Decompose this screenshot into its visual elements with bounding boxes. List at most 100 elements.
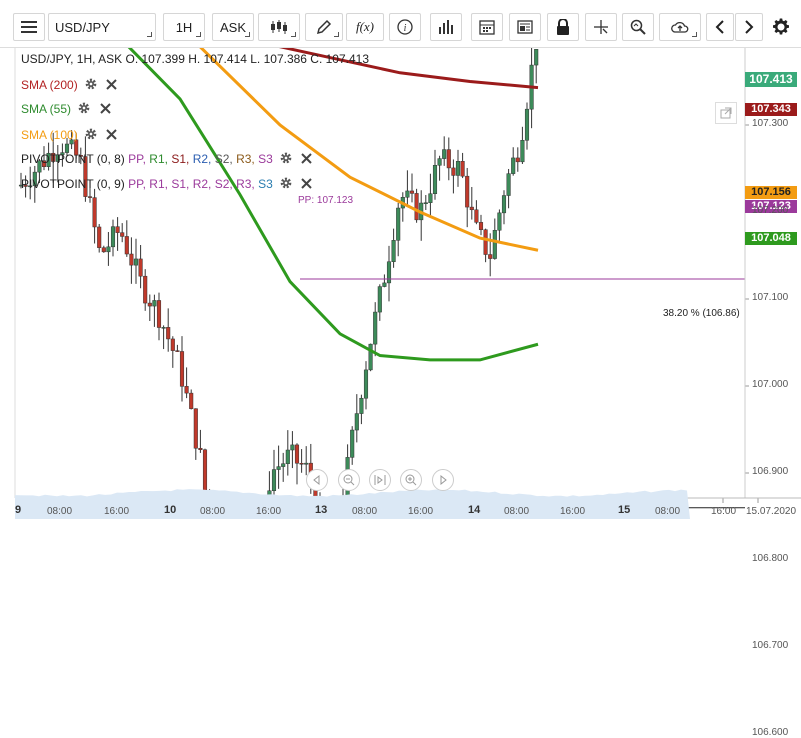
candle-down <box>460 161 465 177</box>
calendar-button[interactable] <box>471 13 503 41</box>
close-icon[interactable] <box>99 103 111 114</box>
ohlc-header: USD/JPY, 1H, ASK O. 107.399 H. 107.414 L… <box>21 52 370 66</box>
candle-down <box>166 327 171 340</box>
crosshair-button[interactable] <box>585 13 617 41</box>
x-time-label: 08:00 <box>47 506 73 517</box>
price-plot[interactable] <box>0 48 801 519</box>
gear-icon[interactable] <box>280 152 292 164</box>
chart-type-button[interactable] <box>258 13 300 41</box>
candle-down <box>23 184 28 187</box>
y-tick-label: 106.900 <box>752 466 789 477</box>
candle-down <box>87 196 93 198</box>
zoom-icon <box>630 19 646 35</box>
lock-button[interactable] <box>547 13 579 41</box>
info-button[interactable]: i <box>389 13 421 41</box>
candle-up <box>391 240 396 262</box>
prev-button[interactable] <box>706 13 734 41</box>
candle-down <box>189 392 194 409</box>
close-icon[interactable] <box>106 79 118 90</box>
pivot-s1: S1, <box>171 177 190 191</box>
candle-down <box>97 226 102 248</box>
gear-icon[interactable] <box>78 102 90 114</box>
reset-view-button[interactable] <box>369 469 391 491</box>
candle-up <box>501 195 507 214</box>
candle-down <box>124 236 129 255</box>
zoom-in-button[interactable] <box>400 469 422 491</box>
symbol-label: USD/JPY <box>55 19 110 35</box>
zoom-out-button[interactable] <box>338 469 360 491</box>
navigator-minimap[interactable] <box>15 489 690 519</box>
x-day-label: 10 <box>164 504 177 516</box>
candle-up <box>428 193 433 203</box>
interval-selector[interactable]: 1H <box>163 13 205 41</box>
close-icon[interactable] <box>301 153 313 164</box>
y-tick-label: 106.800 <box>752 553 789 564</box>
pivot-r2: R2, <box>192 177 212 191</box>
sma55-line <box>127 48 539 362</box>
candle-down <box>294 444 300 464</box>
candle-up <box>290 444 295 451</box>
candle-up <box>354 413 359 431</box>
y-tick-label: 107.000 <box>752 379 789 390</box>
candle-down <box>474 209 479 223</box>
close-icon[interactable] <box>106 129 118 140</box>
legend-sma100-label: SMA (100) <box>21 128 78 142</box>
close-icon[interactable] <box>301 178 313 189</box>
candlestick-icon <box>271 20 287 34</box>
menu-button[interactable] <box>13 13 45 41</box>
candle-down <box>478 222 484 230</box>
candle-up <box>520 140 525 163</box>
candle-up <box>60 152 65 155</box>
candle-up <box>152 300 157 307</box>
candle-down <box>129 253 134 266</box>
sma100-price-label: 107.156 <box>745 186 797 199</box>
candle-up <box>405 190 410 198</box>
y-tick-label: 107.100 <box>752 292 789 303</box>
price-type-selector[interactable]: ASK <box>212 13 254 41</box>
pivot-r2: R2, <box>192 152 212 166</box>
gear-icon[interactable] <box>280 177 292 189</box>
indicators-button[interactable]: f(x) <box>346 13 384 41</box>
candle-up <box>161 327 166 329</box>
pivot-r1: R1, <box>149 177 168 191</box>
settings-button[interactable] <box>767 13 795 41</box>
candle-up <box>396 207 401 241</box>
candle-up <box>437 158 442 166</box>
next-button[interactable] <box>735 13 763 41</box>
zoom-in-icon <box>405 474 417 486</box>
legend-sma200: SMA (200) <box>21 78 118 92</box>
news-button[interactable] <box>509 13 541 41</box>
detach-button[interactable] <box>715 102 737 124</box>
legend-sma55-label: SMA (55) <box>21 102 72 116</box>
symbol-selector[interactable]: USD/JPY <box>48 13 156 41</box>
candle-up <box>497 212 502 231</box>
fib-label: 38.20 % (106.86) <box>663 308 740 319</box>
candle-up <box>534 49 539 66</box>
volume-button[interactable] <box>430 13 462 41</box>
caret-icon <box>245 32 250 37</box>
svg-text:i: i <box>404 23 407 34</box>
candle-down <box>409 190 415 194</box>
cloud-button[interactable] <box>659 13 701 41</box>
pivot-r3: R3, <box>236 152 255 166</box>
candle-up <box>432 165 438 194</box>
scroll-right-button[interactable] <box>432 469 454 491</box>
candle-down <box>184 386 189 394</box>
pivot-pp: PP, <box>128 152 146 166</box>
chart-area[interactable]: USD/JPY, 1H, ASK O. 107.399 H. 107.414 L… <box>0 48 801 738</box>
lock-icon <box>557 19 569 35</box>
candle-down <box>51 152 56 162</box>
draw-tool-button[interactable] <box>305 13 343 41</box>
candle-down <box>115 226 120 233</box>
pp-price-label: 107.123 <box>745 200 797 213</box>
scroll-left-button[interactable] <box>306 469 328 491</box>
candle-down <box>74 139 79 156</box>
candle-up <box>285 449 290 464</box>
zoom-button[interactable] <box>622 13 654 41</box>
candle-up <box>32 171 37 187</box>
calendar-icon <box>479 20 495 35</box>
gear-icon[interactable] <box>85 128 97 140</box>
gear-icon[interactable] <box>85 78 97 90</box>
y-tick-label: 106.700 <box>752 640 789 651</box>
legend-sma200-label: SMA (200) <box>21 78 78 92</box>
